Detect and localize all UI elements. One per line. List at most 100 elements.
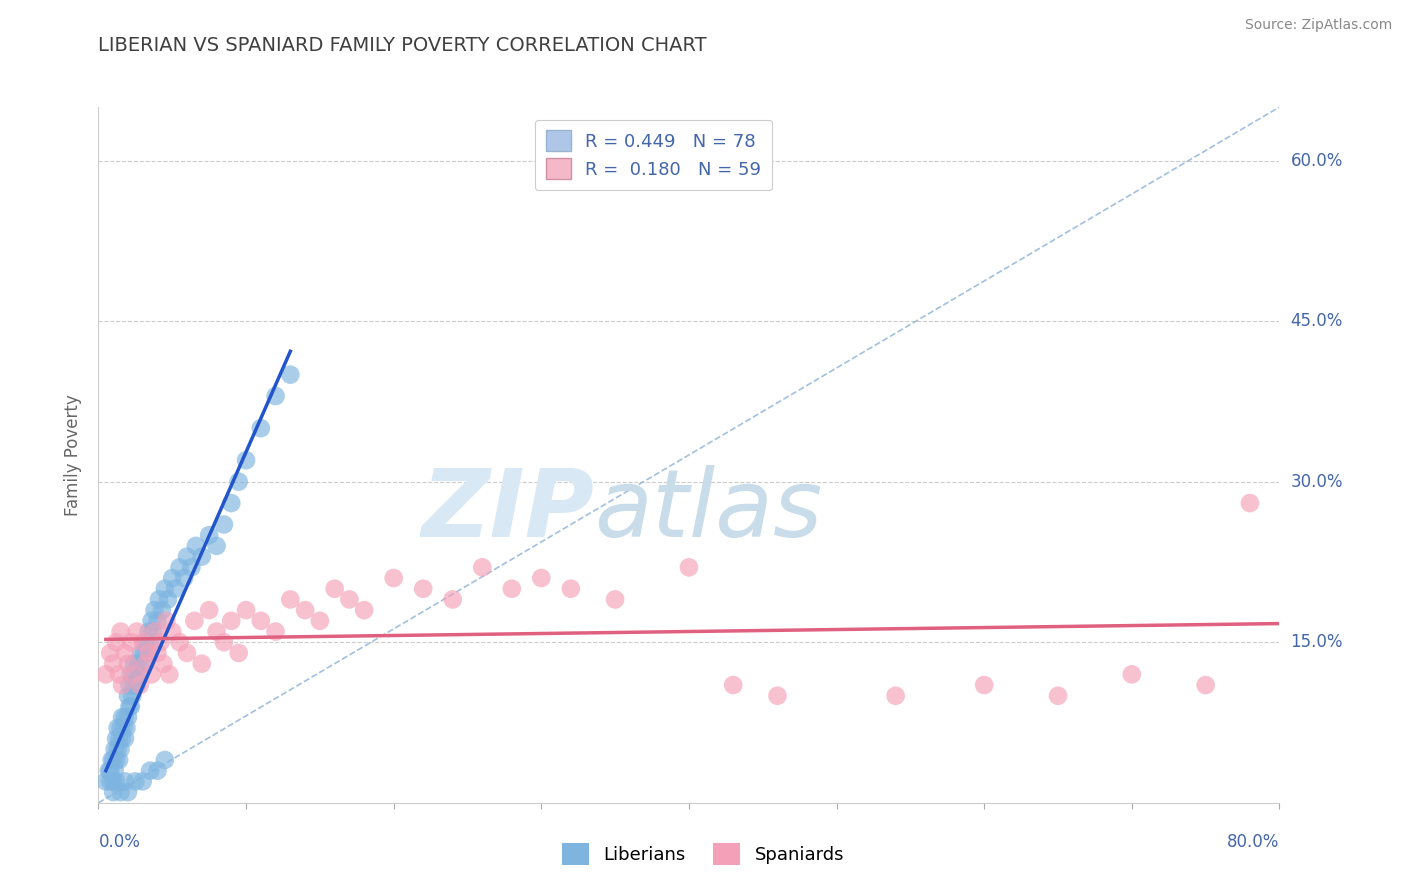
Point (148, 592, 170, 607)
Point (264, 389, 287, 403)
Point (605, 592, 627, 607)
Point (235, 453, 257, 467)
Point (155, 614, 177, 628)
Point (191, 657, 214, 671)
Point (441, 592, 464, 607)
Point (97, 764, 120, 778)
Point (129, 646, 152, 660)
Point (180, 560, 202, 574)
Point (264, 624, 287, 639)
Point (104, 742, 127, 756)
Point (309, 614, 332, 628)
Point (235, 603, 257, 617)
Text: 30.0%: 30.0% (1291, 473, 1343, 491)
Point (125, 678, 148, 692)
Point (560, 582, 582, 596)
Text: LIBERIAN VS SPANIARD FAMILY POVERTY CORRELATION CHART: LIBERIAN VS SPANIARD FAMILY POVERTY CORR… (98, 36, 707, 54)
Text: atlas: atlas (595, 465, 823, 556)
Point (111, 678, 134, 692)
Point (112, 721, 135, 735)
Point (138, 624, 160, 639)
Point (114, 646, 136, 660)
Point (132, 774, 155, 789)
Point (162, 624, 183, 639)
Point (721, 678, 744, 692)
Text: 60.0%: 60.0% (1291, 152, 1343, 169)
Point (471, 560, 494, 574)
Text: 0.0%: 0.0% (98, 833, 141, 851)
Point (98, 646, 121, 660)
Point (114, 774, 136, 789)
Point (114, 710, 136, 724)
Point (115, 721, 138, 735)
Point (124, 774, 146, 789)
Point (169, 560, 191, 574)
Point (139, 635, 162, 649)
Point (173, 571, 195, 585)
Point (117, 710, 139, 724)
Point (169, 635, 191, 649)
Point (228, 646, 250, 660)
Point (134, 646, 156, 660)
Point (94, 774, 117, 789)
Point (103, 657, 125, 671)
Point (110, 721, 132, 735)
Point (530, 571, 553, 585)
Point (146, 646, 169, 660)
Point (205, 539, 228, 553)
Point (118, 699, 141, 714)
Point (152, 657, 174, 671)
Point (98, 774, 121, 789)
Point (122, 667, 145, 681)
Point (219, 614, 242, 628)
Point (212, 635, 235, 649)
Point (118, 678, 141, 692)
Point (156, 592, 179, 607)
Point (278, 368, 302, 382)
Point (205, 624, 228, 639)
Point (212, 517, 235, 532)
Point (176, 646, 198, 660)
Point (165, 582, 187, 596)
Point (337, 592, 360, 607)
Point (228, 475, 250, 489)
Point (884, 689, 907, 703)
Point (120, 667, 142, 681)
Y-axis label: Family Poverty: Family Poverty (65, 394, 83, 516)
Point (108, 731, 131, 746)
Point (973, 678, 995, 692)
Text: ZIP: ZIP (422, 465, 595, 557)
Point (323, 582, 346, 596)
Point (278, 592, 302, 607)
Point (128, 667, 150, 681)
Point (110, 785, 132, 799)
Point (250, 421, 273, 435)
Text: 15.0%: 15.0% (1291, 633, 1343, 651)
Point (141, 614, 163, 628)
Point (132, 635, 155, 649)
Point (117, 689, 139, 703)
Point (162, 571, 183, 585)
Point (108, 753, 131, 767)
Point (120, 635, 142, 649)
Point (141, 667, 163, 681)
Point (353, 603, 375, 617)
Point (127, 657, 149, 671)
Point (1046, 689, 1069, 703)
Point (110, 624, 132, 639)
Point (135, 635, 157, 649)
Point (678, 560, 700, 574)
Point (117, 785, 139, 799)
Point (114, 731, 136, 746)
Point (107, 742, 129, 756)
Point (412, 582, 434, 596)
Point (122, 657, 145, 671)
Point (294, 603, 316, 617)
Point (110, 742, 132, 756)
Point (121, 689, 143, 703)
Point (117, 657, 139, 671)
Point (184, 539, 207, 553)
Point (125, 624, 148, 639)
Point (142, 624, 165, 639)
Point (105, 635, 128, 649)
